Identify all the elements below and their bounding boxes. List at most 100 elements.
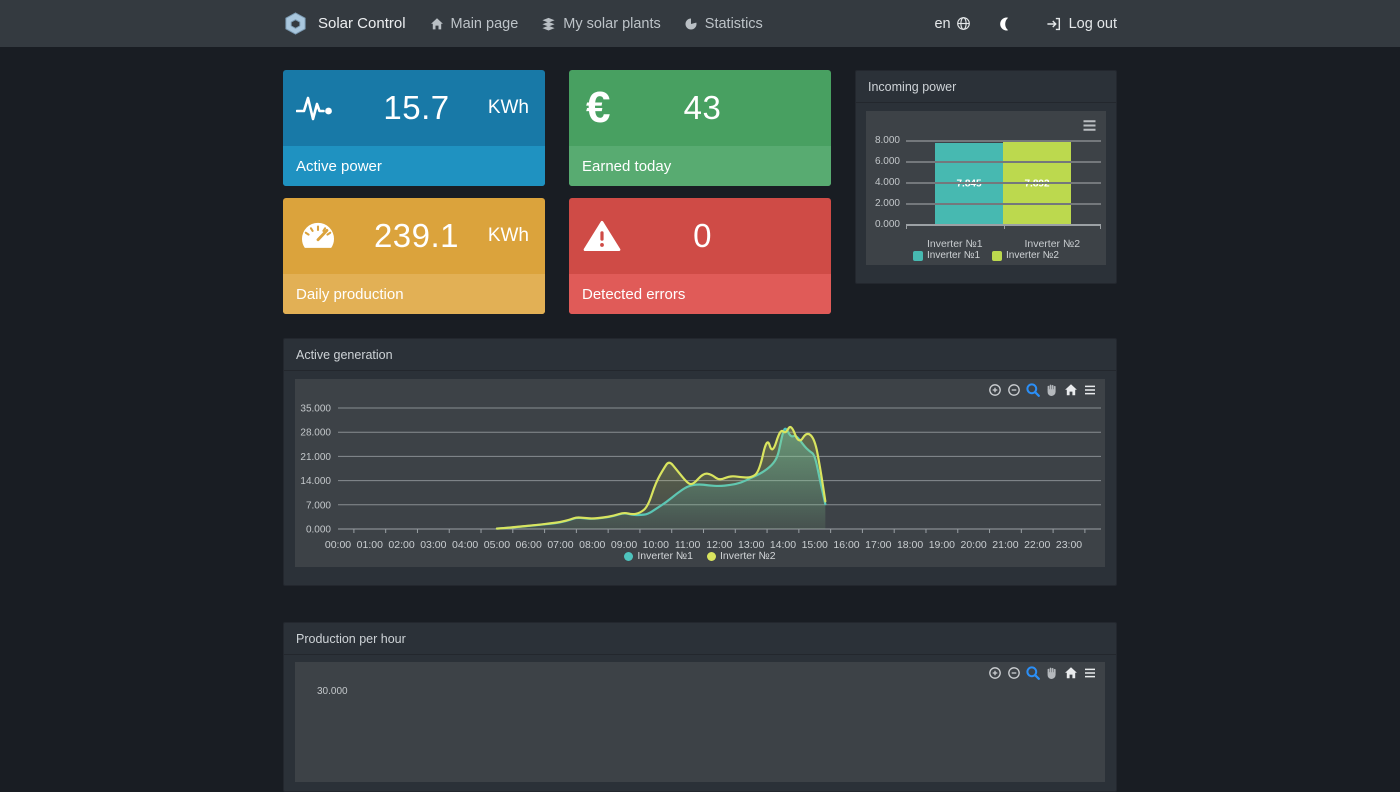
pie-chart-icon <box>684 17 698 31</box>
y-axis-label: 14.000 <box>300 476 331 487</box>
card-value: 0 <box>693 217 712 254</box>
zoom-out-icon[interactable] <box>1007 666 1021 680</box>
legend-marker <box>624 551 634 561</box>
legend-marker <box>992 250 1002 261</box>
x-axis-label: 23:00 <box>1056 539 1082 551</box>
menu-icon[interactable] <box>1083 666 1097 680</box>
zoom-in-icon[interactable] <box>988 383 1002 397</box>
reset-home-icon[interactable] <box>1064 383 1078 397</box>
x-axis-label: 22:00 <box>1024 539 1050 551</box>
card-detected-errors: 0 Detected errors <box>569 198 831 314</box>
y-axis-label: 28.000 <box>300 428 331 439</box>
y-axis-label: 7.000 <box>306 500 331 511</box>
x-axis-label: Inverter №1 <box>926 238 983 250</box>
nav-item-my-solar-plants[interactable]: My solar plants <box>541 16 661 32</box>
globe-icon <box>956 16 971 31</box>
y-axis-label: 35.000 <box>300 404 331 415</box>
x-axis-label: 12:00 <box>706 539 732 551</box>
zoom-in-icon[interactable] <box>988 666 1002 680</box>
card-label: Daily production <box>283 274 545 314</box>
gridline <box>906 161 1101 163</box>
series-area-Inverter №2 <box>496 427 826 529</box>
axis-tick <box>1100 225 1101 229</box>
legend-marker <box>913 250 924 261</box>
brand[interactable]: Solar Control <box>283 11 406 36</box>
series-line-Inverter №2 <box>495 425 827 530</box>
x-axis-label: 21:00 <box>992 539 1018 551</box>
pan-icon[interactable] <box>1045 666 1059 680</box>
panel-title: Production per hour <box>284 623 1116 655</box>
layers-icon <box>541 17 556 31</box>
gridline <box>906 140 1101 142</box>
x-axis-label: 20:00 <box>961 539 987 551</box>
active-generation-chart: 0.000 7.000 14.000 21.000 28.000 35.000 00:00 0… <box>295 379 1105 567</box>
nav-item-statistics[interactable]: Statistics <box>684 16 763 32</box>
logout-icon <box>1046 17 1061 31</box>
language-switcher[interactable]: en <box>934 16 970 32</box>
y-axis-label: 0.000 <box>874 219 900 230</box>
production-per-hour-panel: Production per hour 30.000 <box>283 622 1117 792</box>
card-value: 43 <box>683 89 722 126</box>
line-chart-svg: 0.000 7.000 14.000 21.000 28.000 35.000 00:00 0… <box>300 404 1101 551</box>
home-icon <box>430 17 444 31</box>
chart-menu-icon[interactable] <box>1082 119 1097 137</box>
chart-legend: Inverter №1 Inverter №2 <box>295 550 1105 562</box>
gridline <box>906 203 1101 205</box>
legend-item[interactable]: Inverter №2 <box>707 550 776 562</box>
stats-row: 15.7 KWh Active power 239.1 <box>283 70 1117 314</box>
axis-tick <box>906 225 907 229</box>
chart-toolbar <box>988 383 1097 397</box>
y-axis-label: 30.000 <box>317 686 348 697</box>
x-axis-label: 17:00 <box>865 539 891 551</box>
pan-icon[interactable] <box>1045 383 1059 397</box>
app-logo-icon <box>283 11 308 36</box>
y-axis-label: 4.000 <box>874 177 900 188</box>
dark-mode-toggle[interactable] <box>999 16 1014 32</box>
selection-zoom-icon[interactable] <box>1026 666 1040 680</box>
pulse-icon <box>296 93 354 123</box>
nav-item-label: Main page <box>450 15 519 32</box>
nav-item-main-page[interactable]: Main page <box>430 15 519 32</box>
x-axis-label: 18:00 <box>897 539 923 551</box>
x-axis-label: 13:00 <box>738 539 764 551</box>
card-daily-production: 239.1 KWh Daily production <box>283 198 545 314</box>
x-axis-label: 01:00 <box>357 539 383 551</box>
card-unit: KWh <box>487 225 529 246</box>
incoming-power-chart: 7.8457.8920.0002.0004.0006.0008.000Inver… <box>866 111 1106 265</box>
card-value: 239.1 <box>373 217 460 254</box>
logout-button[interactable]: Log out <box>1046 16 1117 32</box>
menu-icon[interactable] <box>1083 383 1097 397</box>
zoom-out-icon[interactable] <box>1007 383 1021 397</box>
x-axis-label: 03:00 <box>420 539 446 551</box>
x-axis-label: 05:00 <box>484 539 510 551</box>
legend-item[interactable]: Inverter №2 <box>992 250 1059 261</box>
x-axis-label: 08:00 <box>579 539 605 551</box>
legend-item[interactable]: Inverter №1 <box>913 250 980 261</box>
chart-toolbar <box>988 666 1097 680</box>
panel-title: Incoming power <box>856 71 1116 103</box>
legend-label: Inverter №1 <box>637 550 693 562</box>
reset-home-icon[interactable] <box>1064 666 1078 680</box>
logout-label: Log out <box>1068 15 1117 32</box>
moon-icon <box>999 16 1014 32</box>
euro-icon: € <box>586 83 611 132</box>
x-axis-label: 14:00 <box>770 539 796 551</box>
legend-item[interactable]: Inverter №1 <box>624 550 693 562</box>
production-per-hour-chart: 30.000 <box>295 662 1105 782</box>
card-value: 15.7 <box>383 89 450 126</box>
x-axis-label: 00:00 <box>325 539 351 551</box>
legend-marker <box>707 551 716 561</box>
gauge-icon <box>296 220 354 252</box>
card-label: Earned today <box>569 146 831 186</box>
x-axis-label: 06:00 <box>516 539 542 551</box>
gridline <box>906 182 1101 184</box>
x-axis-label: 04:00 <box>452 539 478 551</box>
card-unit: KWh <box>487 97 529 118</box>
card-label: Detected errors <box>569 274 831 314</box>
active-generation-panel: Active generation 0.000 7.000 14.000 21.000… <box>283 338 1117 586</box>
card-earned-today: € 43 Earned today <box>569 70 831 186</box>
card-active-power: 15.7 KWh Active power <box>283 70 545 186</box>
card-label: Active power <box>283 146 545 186</box>
selection-zoom-icon[interactable] <box>1026 383 1040 397</box>
chart-legend: Inverter №1 Inverter №2 <box>866 250 1106 261</box>
